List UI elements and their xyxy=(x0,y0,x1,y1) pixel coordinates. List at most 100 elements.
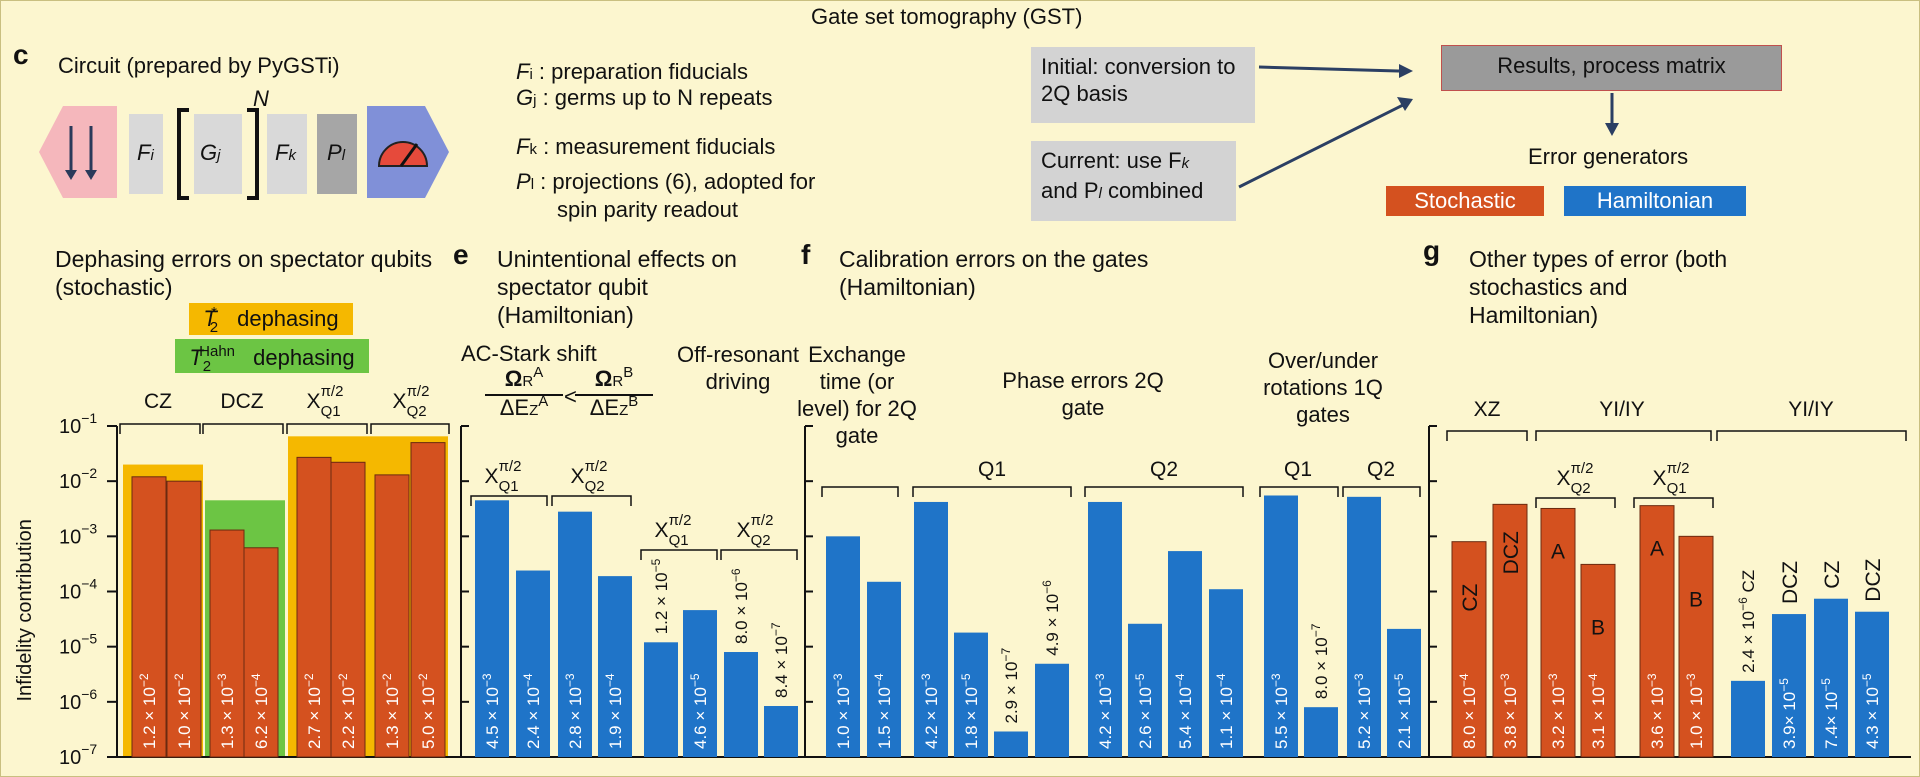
bar xyxy=(1492,503,1528,758)
panel-f-label: f xyxy=(801,239,811,270)
y-tick-label: 10−3 xyxy=(59,520,97,548)
results-arrowhead xyxy=(1605,123,1619,136)
legend-pl: Pl : projections (6), adopted for xyxy=(516,169,816,194)
bar-tag: DCZ xyxy=(1779,561,1802,604)
error-generators: Error generators xyxy=(1528,144,1689,169)
bar xyxy=(826,536,860,757)
bar xyxy=(724,652,758,757)
y-tick-label: 10−1 xyxy=(59,410,97,438)
bar xyxy=(243,547,279,758)
bracket-off-xq1 xyxy=(640,549,718,560)
bar-value-label: 8.4 × 10−7 xyxy=(769,622,791,698)
bracket-dcz xyxy=(202,423,284,434)
panel-c-label: c xyxy=(13,39,29,70)
bar-value-label: 6.2 × 10−4 xyxy=(249,673,271,749)
bar xyxy=(410,442,446,758)
offres-label: Off-resonant driving xyxy=(677,342,799,394)
group-label-xq2: XQ2π/2 xyxy=(393,383,430,420)
group-label-phase-q1: Q1 xyxy=(978,458,1006,481)
bracket-e-xq1 xyxy=(470,495,548,506)
bar-value-label: 4.2 × 10−3 xyxy=(919,673,941,749)
pl-label: Pl xyxy=(327,140,346,165)
bar-tag: CZ xyxy=(1459,584,1482,612)
group-label-xq1: XQ1π/2 xyxy=(307,383,344,420)
bar xyxy=(1580,563,1616,758)
bar-tag: DCZ xyxy=(1500,531,1523,574)
bar xyxy=(994,731,1028,757)
group-label-e-xq2: XQ2π/2 xyxy=(571,458,608,495)
bar-value-label: 8.0 × 10−6 xyxy=(729,568,751,644)
hamiltonian-chip: Hamiltonian xyxy=(1564,186,1746,216)
bar-value-label: 5.2 × 10−3 xyxy=(1352,673,1374,749)
bar-value-label: 1.0 × 10−3 xyxy=(1684,673,1706,749)
bracket-yiiy-ham xyxy=(1716,430,1907,441)
y-axis-label: Infidelity contribution xyxy=(14,519,36,701)
gj-label: Gj xyxy=(200,140,221,165)
bar-value-label: 3.1 × 10−4 xyxy=(1586,673,1608,749)
overunder-label: Over/under rotations 1Q gates xyxy=(1263,348,1383,427)
bar-value-label: 4.3 × 10−5 xyxy=(1860,673,1882,749)
bar-value-label: 4.5 × 10−3 xyxy=(480,673,502,749)
group-label-ou-q1: Q1 xyxy=(1284,458,1312,481)
panel-g-title: Other types of error (both stochastics a… xyxy=(1469,246,1728,328)
bracket-xz xyxy=(1446,430,1528,441)
bar-tag: DCZ xyxy=(1862,558,1885,601)
bracket-off-xq2 xyxy=(720,549,798,560)
legend-fi: Fi : preparation fiducials xyxy=(516,59,749,84)
bar xyxy=(683,610,717,757)
panel-e-label: e xyxy=(453,239,469,270)
bar xyxy=(166,480,202,758)
group-label-yiiy-ham: YI/IY xyxy=(1788,398,1834,421)
bar xyxy=(1264,495,1298,757)
bar-value-label: 4.9 × 10−6 xyxy=(1040,580,1062,656)
group-label-xz: XZ xyxy=(1474,398,1501,421)
bar xyxy=(209,529,245,758)
bar xyxy=(475,500,509,757)
initial-box: Initial: conversion to 2Q basis xyxy=(1031,47,1255,123)
bar xyxy=(1639,505,1675,758)
bar-value-label: 1.9 × 10−4 xyxy=(603,673,625,749)
bar-value-label: 1.2 × 10−2 xyxy=(137,673,159,749)
legend-fk: Fk : measurement fiducials xyxy=(516,134,776,159)
bar-value-label: 1.5 × 10−4 xyxy=(872,673,894,749)
bar xyxy=(1304,707,1338,757)
bar xyxy=(1347,496,1381,757)
fi-box xyxy=(129,114,163,194)
y-tick-label: 10−7 xyxy=(59,741,97,769)
frac-b: ΩRB ΔEZB xyxy=(575,364,653,423)
bar xyxy=(644,642,678,757)
group-label-g-xq1: XQ1π/2 xyxy=(1653,460,1690,497)
bracket-yiiy xyxy=(1535,430,1712,441)
bar-value-label: 5.0 × 10−2 xyxy=(416,673,438,749)
bar xyxy=(1035,663,1069,757)
bracket-cz xyxy=(119,423,201,434)
bar-value-label: 3.9× 10−5 xyxy=(1777,678,1799,749)
bar-value-label: 4.6 × 10−5 xyxy=(688,673,710,749)
bar-value-label: 2.8 × 10−3 xyxy=(563,673,585,749)
bar-value-label: 2.9 × 10−7 xyxy=(999,648,1021,724)
bracket-ou-q1 xyxy=(1259,486,1339,497)
bar-value-label: 5.5 × 10−3 xyxy=(1269,673,1291,749)
bar-value-label: 2.7 × 10−2 xyxy=(302,673,324,749)
bar xyxy=(764,706,798,757)
y-tick-label: 10−2 xyxy=(59,465,97,493)
right-bracket xyxy=(247,108,259,200)
bar xyxy=(330,461,366,758)
bar xyxy=(1855,611,1889,757)
t2hahn-legend: T2Hahn dephasing xyxy=(175,339,369,375)
group-label-phase-q2: Q2 xyxy=(1150,458,1178,481)
bar-tag: B xyxy=(1591,616,1605,639)
initial-arrow xyxy=(1258,65,1400,73)
stochastic-chip: Stochastic xyxy=(1386,186,1544,216)
circuit-title: Circuit (prepared by PyGSTi) xyxy=(58,53,340,78)
bar-value-label: 4.2 × 10−3 xyxy=(1093,673,1115,749)
bracket-phase-q2 xyxy=(1084,486,1244,497)
t2star-legend: T2* dephasing xyxy=(189,303,353,336)
bar xyxy=(1540,507,1576,758)
bar-value-label: 1.3 × 10−2 xyxy=(380,673,402,749)
results-box: Results, process matrix xyxy=(1441,45,1782,91)
y-tick-label: 10−5 xyxy=(59,631,97,659)
bar xyxy=(1731,680,1765,757)
bar-value-label: 1.8 × 10−5 xyxy=(959,673,981,749)
bar-value-label: 2.2 × 10−2 xyxy=(336,673,358,749)
